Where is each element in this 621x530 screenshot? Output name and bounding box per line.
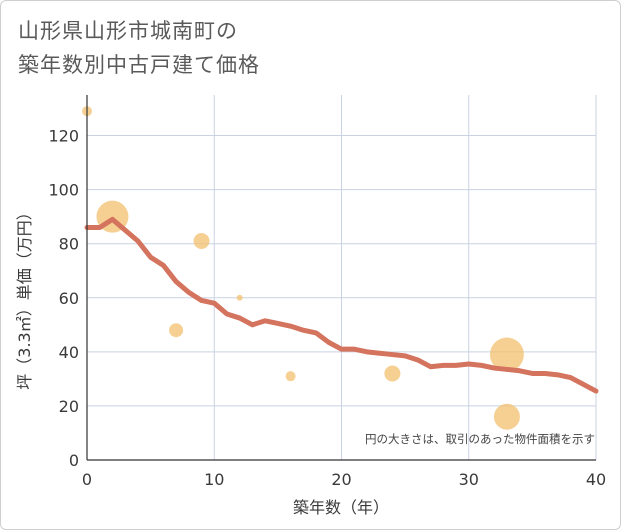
y-tick-label: 120 (48, 127, 79, 146)
y-tick-label: 80 (59, 235, 79, 254)
x-axis-label: 築年数（年） (293, 498, 389, 517)
x-tick-label: 40 (586, 470, 606, 489)
y-axis-label: 坪（3.3㎡）単価（万円） (15, 204, 34, 389)
y-tick-label: 20 (59, 397, 79, 416)
x-tick-label: 10 (204, 470, 224, 489)
y-tick-label: 60 (59, 289, 79, 308)
data-bubble (285, 371, 296, 382)
y-tick-label: 100 (48, 181, 79, 200)
data-bubble (236, 294, 243, 301)
bubble-layer (82, 106, 524, 430)
data-bubble (489, 337, 524, 372)
data-bubble (493, 403, 520, 430)
data-bubble (384, 365, 401, 382)
y-tick-label: 40 (59, 343, 79, 362)
grid-lines (87, 95, 597, 460)
chart-title: 山形県山形市城南町の 築年数別中古戸建て価格 (18, 19, 260, 77)
data-bubble (169, 323, 184, 338)
x-tick-label: 20 (331, 470, 351, 489)
y-tick-label: 0 (69, 451, 79, 470)
line-layer (84, 216, 599, 394)
axes: 0 10 20 30 40 0 20 40 60 80 100 120 (48, 95, 606, 489)
data-bubble (193, 233, 210, 249)
average-price-line (84, 216, 599, 394)
x-tick-label: 0 (82, 470, 92, 489)
size-note: 円の大きさは、取引のあった物件面積を示す (365, 432, 595, 446)
x-tick-label: 30 (459, 470, 479, 489)
